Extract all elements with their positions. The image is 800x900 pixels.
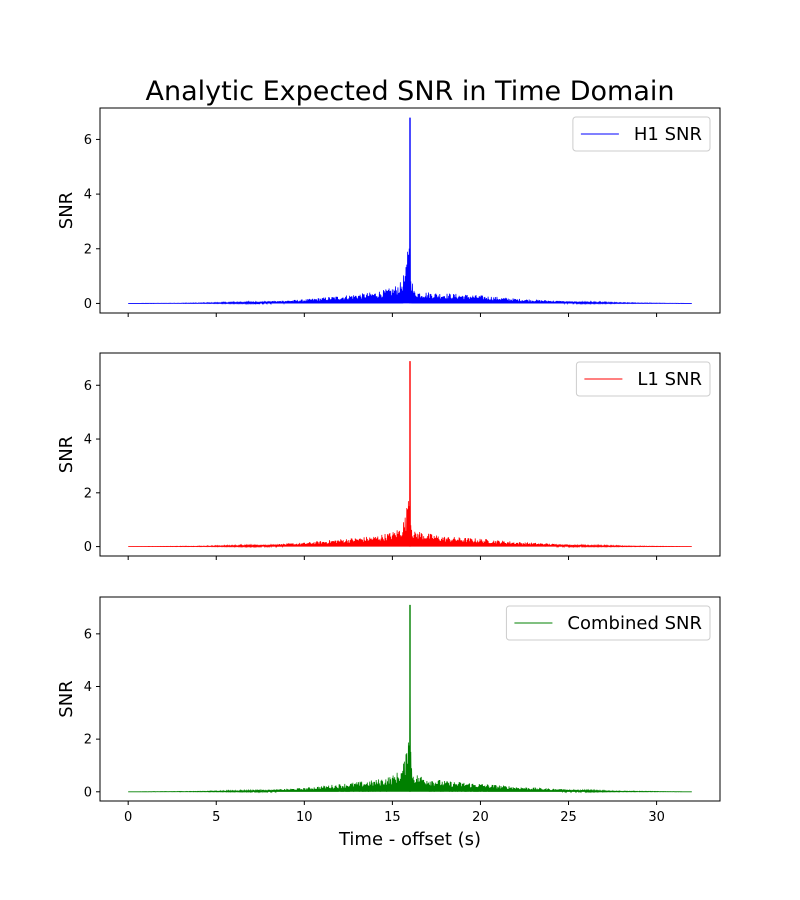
- legend-label: H1 SNR: [634, 124, 702, 145]
- legend-label: Combined SNR: [567, 613, 702, 634]
- x-tick-label: 10: [296, 810, 313, 825]
- y-tick-label: 6: [84, 379, 92, 394]
- y-tick-label: 4: [84, 433, 92, 448]
- plot-frame-3: [99, 596, 721, 802]
- x-tick-label: 5: [212, 810, 220, 825]
- x-tick-label: 20: [472, 810, 489, 825]
- y-tick-label: 2: [84, 733, 92, 748]
- y-tick-label: 0: [84, 297, 92, 312]
- panels-group: 0 2 4 6 SNR H1 SNR 0 2 4 6 SNR L1 SNR 0 5 10 15 20 25 30 0 2…: [56, 107, 721, 825]
- legend-box: [575, 361, 711, 397]
- y-tick-label: 2: [84, 242, 92, 257]
- x-axis-label: Time - offset (s): [338, 829, 481, 850]
- y-tick-label: 0: [84, 540, 92, 555]
- legend-2: L1 SNR: [575, 361, 711, 397]
- panel-3: 0 5 10 15 20 25 30 0 2 4 6 SNR Combined SNR: [56, 596, 721, 825]
- y-tick-label: 2: [84, 486, 92, 501]
- y-tick-label: 4: [84, 680, 92, 695]
- x-tick-label: 25: [560, 810, 577, 825]
- chart-title: Analytic Expected SNR in Time Domain: [146, 76, 675, 107]
- plot-frame-1: [99, 107, 721, 314]
- y-tick-label: 6: [84, 627, 92, 642]
- plot-frame-2: [99, 352, 721, 557]
- x-tick-label: 15: [384, 810, 401, 825]
- y-tick-label: 4: [84, 188, 92, 203]
- x-tick-label: 0: [124, 810, 132, 825]
- y-axis-label-2: SNR: [56, 436, 77, 473]
- y-axis-label-3: SNR: [56, 680, 77, 717]
- x-tick-label: 30: [648, 810, 665, 825]
- panel-2: 0 2 4 6 SNR L1 SNR: [56, 352, 721, 560]
- panel-1: 0 2 4 6 SNR H1 SNR: [56, 107, 721, 317]
- y-axis-label-1: SNR: [56, 192, 77, 229]
- legend-1: H1 SNR: [572, 116, 711, 152]
- legend-3: Combined SNR: [505, 605, 711, 641]
- legend-box: [572, 116, 711, 152]
- y-tick-label: 0: [84, 785, 92, 800]
- legend-box: [505, 605, 711, 641]
- legend-label: L1 SNR: [637, 369, 702, 390]
- y-tick-label: 6: [84, 133, 92, 148]
